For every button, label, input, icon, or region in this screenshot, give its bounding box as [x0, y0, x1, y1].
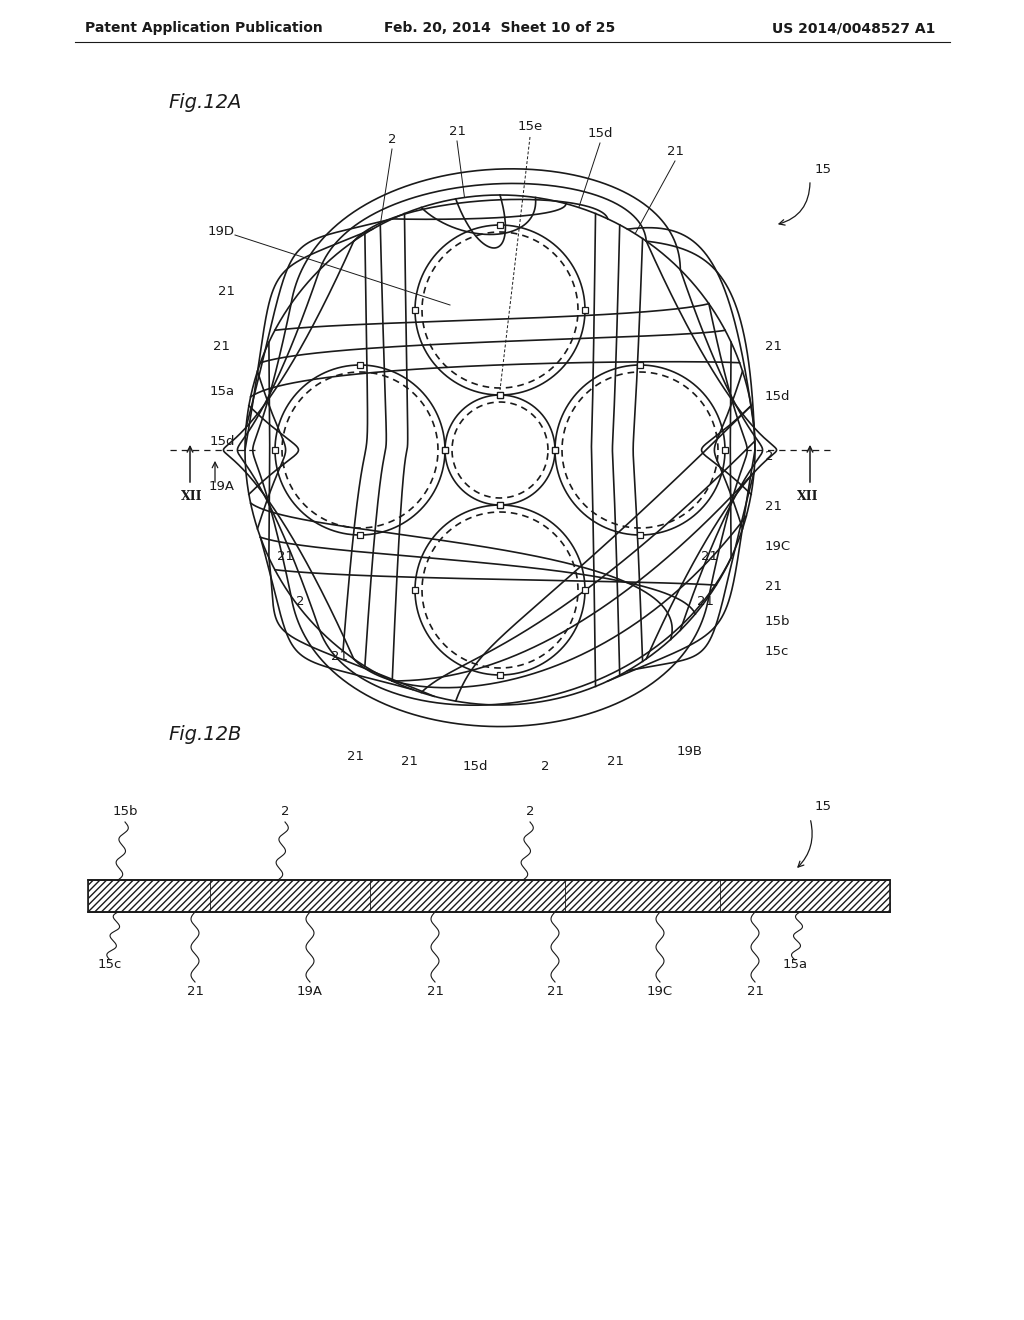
Bar — [497, 502, 503, 508]
Text: 19A: 19A — [209, 480, 234, 492]
Text: 21: 21 — [401, 755, 419, 768]
Text: 15a: 15a — [210, 385, 234, 399]
Text: 21: 21 — [186, 985, 204, 998]
Text: 2: 2 — [281, 805, 289, 818]
Text: 21: 21 — [332, 649, 348, 663]
Bar — [357, 362, 362, 368]
Bar — [412, 587, 418, 593]
Text: 21: 21 — [746, 985, 764, 998]
Text: 21: 21 — [765, 579, 782, 593]
Text: 21: 21 — [547, 985, 563, 998]
Bar — [442, 447, 449, 453]
Bar — [582, 587, 588, 593]
Text: 15: 15 — [815, 800, 831, 813]
Bar — [88, 880, 890, 912]
Text: 15c: 15c — [765, 645, 790, 657]
Bar — [722, 447, 728, 453]
Bar — [497, 392, 503, 399]
Bar — [637, 362, 643, 368]
Bar — [552, 447, 558, 453]
Text: 21: 21 — [449, 125, 466, 139]
Text: 15d: 15d — [587, 127, 612, 140]
Text: Patent Application Publication: Patent Application Publication — [85, 21, 323, 36]
Text: 21: 21 — [667, 145, 683, 158]
Bar — [412, 308, 418, 313]
Text: 2: 2 — [541, 760, 549, 774]
Bar — [497, 502, 503, 508]
Text: 15b: 15b — [765, 615, 791, 628]
Bar — [637, 532, 643, 539]
Text: 19C: 19C — [765, 540, 792, 553]
Bar — [497, 222, 503, 228]
Text: 2: 2 — [525, 805, 535, 818]
Text: Feb. 20, 2014  Sheet 10 of 25: Feb. 20, 2014 Sheet 10 of 25 — [384, 21, 615, 36]
Text: Fig.12B: Fig.12B — [168, 726, 242, 744]
Bar — [88, 880, 890, 912]
Text: 15c: 15c — [98, 958, 122, 972]
Text: XII: XII — [798, 490, 819, 503]
Text: 15b: 15b — [113, 805, 138, 818]
Text: 15a: 15a — [782, 958, 808, 972]
Bar — [442, 447, 449, 453]
Text: 21: 21 — [346, 750, 364, 763]
Bar — [272, 447, 278, 453]
Bar — [552, 447, 558, 453]
Text: XII: XII — [181, 490, 203, 503]
Text: 19B: 19B — [677, 744, 703, 758]
Text: 15d: 15d — [765, 389, 791, 403]
Text: 19A: 19A — [297, 985, 323, 998]
Text: 15d: 15d — [210, 436, 234, 447]
Bar — [497, 392, 503, 399]
Text: 21: 21 — [218, 285, 234, 298]
Bar — [582, 308, 588, 313]
Text: US 2014/0048527 A1: US 2014/0048527 A1 — [772, 21, 935, 36]
Text: 15e: 15e — [517, 120, 543, 133]
Text: Fig.12A: Fig.12A — [168, 92, 242, 111]
Text: 21: 21 — [765, 341, 782, 352]
Text: 2: 2 — [296, 595, 304, 609]
Text: 19D: 19D — [208, 224, 234, 238]
Text: 21: 21 — [701, 550, 719, 564]
Text: 15: 15 — [815, 162, 831, 176]
Text: 2: 2 — [765, 450, 773, 463]
Bar — [497, 672, 503, 678]
Text: 19C: 19C — [647, 985, 673, 998]
Text: 21: 21 — [696, 595, 714, 609]
Text: 15d: 15d — [462, 760, 487, 774]
Text: 21: 21 — [606, 755, 624, 768]
Text: 21: 21 — [427, 985, 443, 998]
Text: 21: 21 — [765, 500, 782, 513]
Text: 21: 21 — [276, 550, 294, 564]
Text: 21: 21 — [213, 341, 230, 352]
Bar — [357, 532, 362, 539]
Text: 2: 2 — [388, 133, 396, 147]
